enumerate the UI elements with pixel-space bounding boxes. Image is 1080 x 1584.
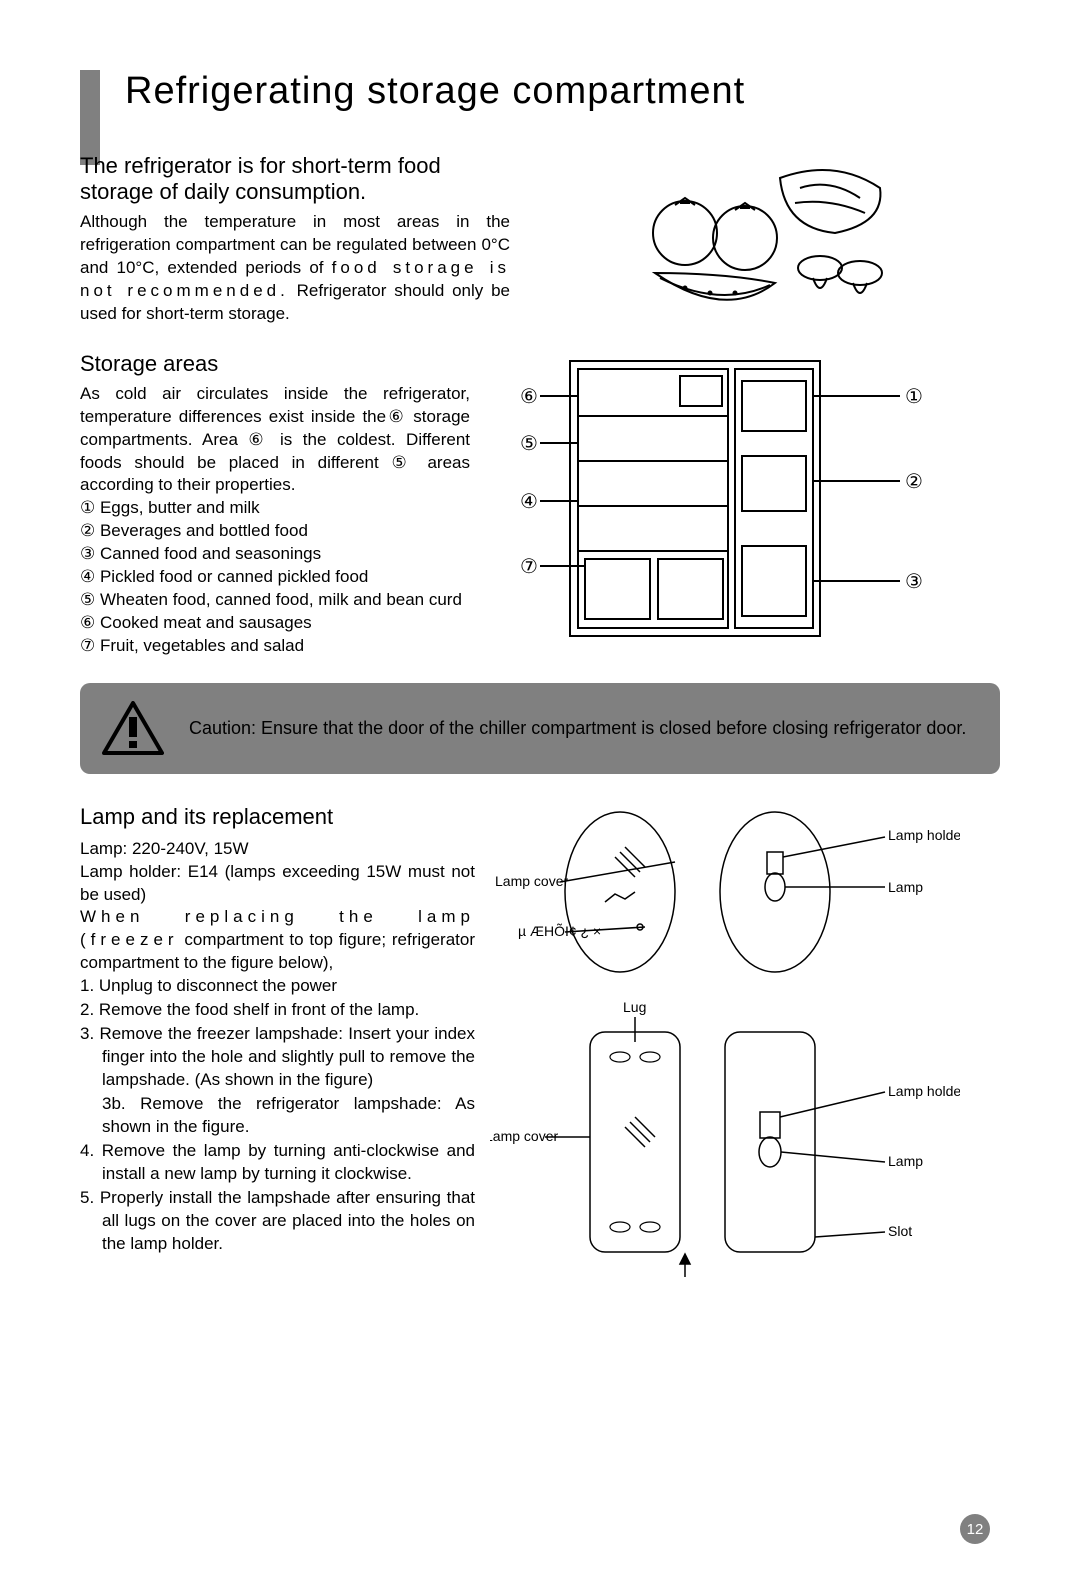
label-lamp-cover-2: Lamp cover	[490, 1128, 558, 1144]
diag-num-5: ⑤	[520, 433, 538, 455]
lamp-steps: 1. Unplug to disconnect the power 2. Rem…	[80, 975, 475, 1255]
label-lamp-2: Lamp	[888, 1153, 923, 1169]
lamp-diagrams: Lamp holder Lamp Lamp cover µ ÆHÕI¢ ¿ × …	[490, 802, 1000, 1305]
diag-num-4: ④	[520, 491, 538, 513]
storage-body: As cold air circulates inside the refrig…	[80, 383, 470, 498]
label-slot: Slot	[888, 1223, 912, 1239]
lamp-spec1: Lamp: 220-240V, 15W	[80, 838, 475, 861]
label-lug: Lug	[623, 999, 646, 1015]
caution-box: Caution: Ensure that the door of the chi…	[80, 683, 1000, 774]
diag-num-7: ⑦	[520, 556, 538, 578]
diag-num-2: ②	[905, 471, 923, 493]
diag-num-3: ③	[905, 571, 923, 593]
label-lamp-cover-1: Lamp cover	[495, 873, 568, 889]
fridge-diagram: ⑥ ⑤ ④ ⑦ ① ② ③	[480, 351, 1000, 656]
diag-num-6: ⑥	[520, 386, 538, 408]
lamp-body: When replacing the lamp (freezer compart…	[80, 906, 475, 975]
label-lamp-1: Lamp	[888, 879, 923, 895]
label-lamp-holder-1: Lamp holder	[888, 827, 960, 843]
label-lamp-holder-2: Lamp holder	[888, 1083, 960, 1099]
storage-list: ① Eggs, butter and milk ② Beverages and …	[80, 497, 470, 658]
food-illustration	[530, 153, 1000, 326]
label-garble: µ ÆHÕI¢ ¿ ×	[518, 923, 601, 939]
header-grey-box	[80, 70, 100, 165]
caution-text: Caution: Ensure that the door of the chi…	[189, 716, 966, 740]
storage-heading: Storage areas	[80, 351, 470, 377]
page-number: 12	[960, 1514, 990, 1544]
lamp-heading: Lamp and its replacement	[80, 802, 475, 832]
intro-body: Although the temperature in most areas i…	[80, 211, 510, 326]
lamp-spec2: Lamp holder: E14 (lamps exceeding 15W mu…	[80, 861, 475, 907]
intro-subhead: The refrigerator is for short-term food …	[80, 153, 510, 205]
warning-icon	[102, 701, 164, 756]
page-title: Refrigerating storage compartment	[125, 70, 1000, 113]
diag-num-1: ①	[905, 386, 923, 408]
